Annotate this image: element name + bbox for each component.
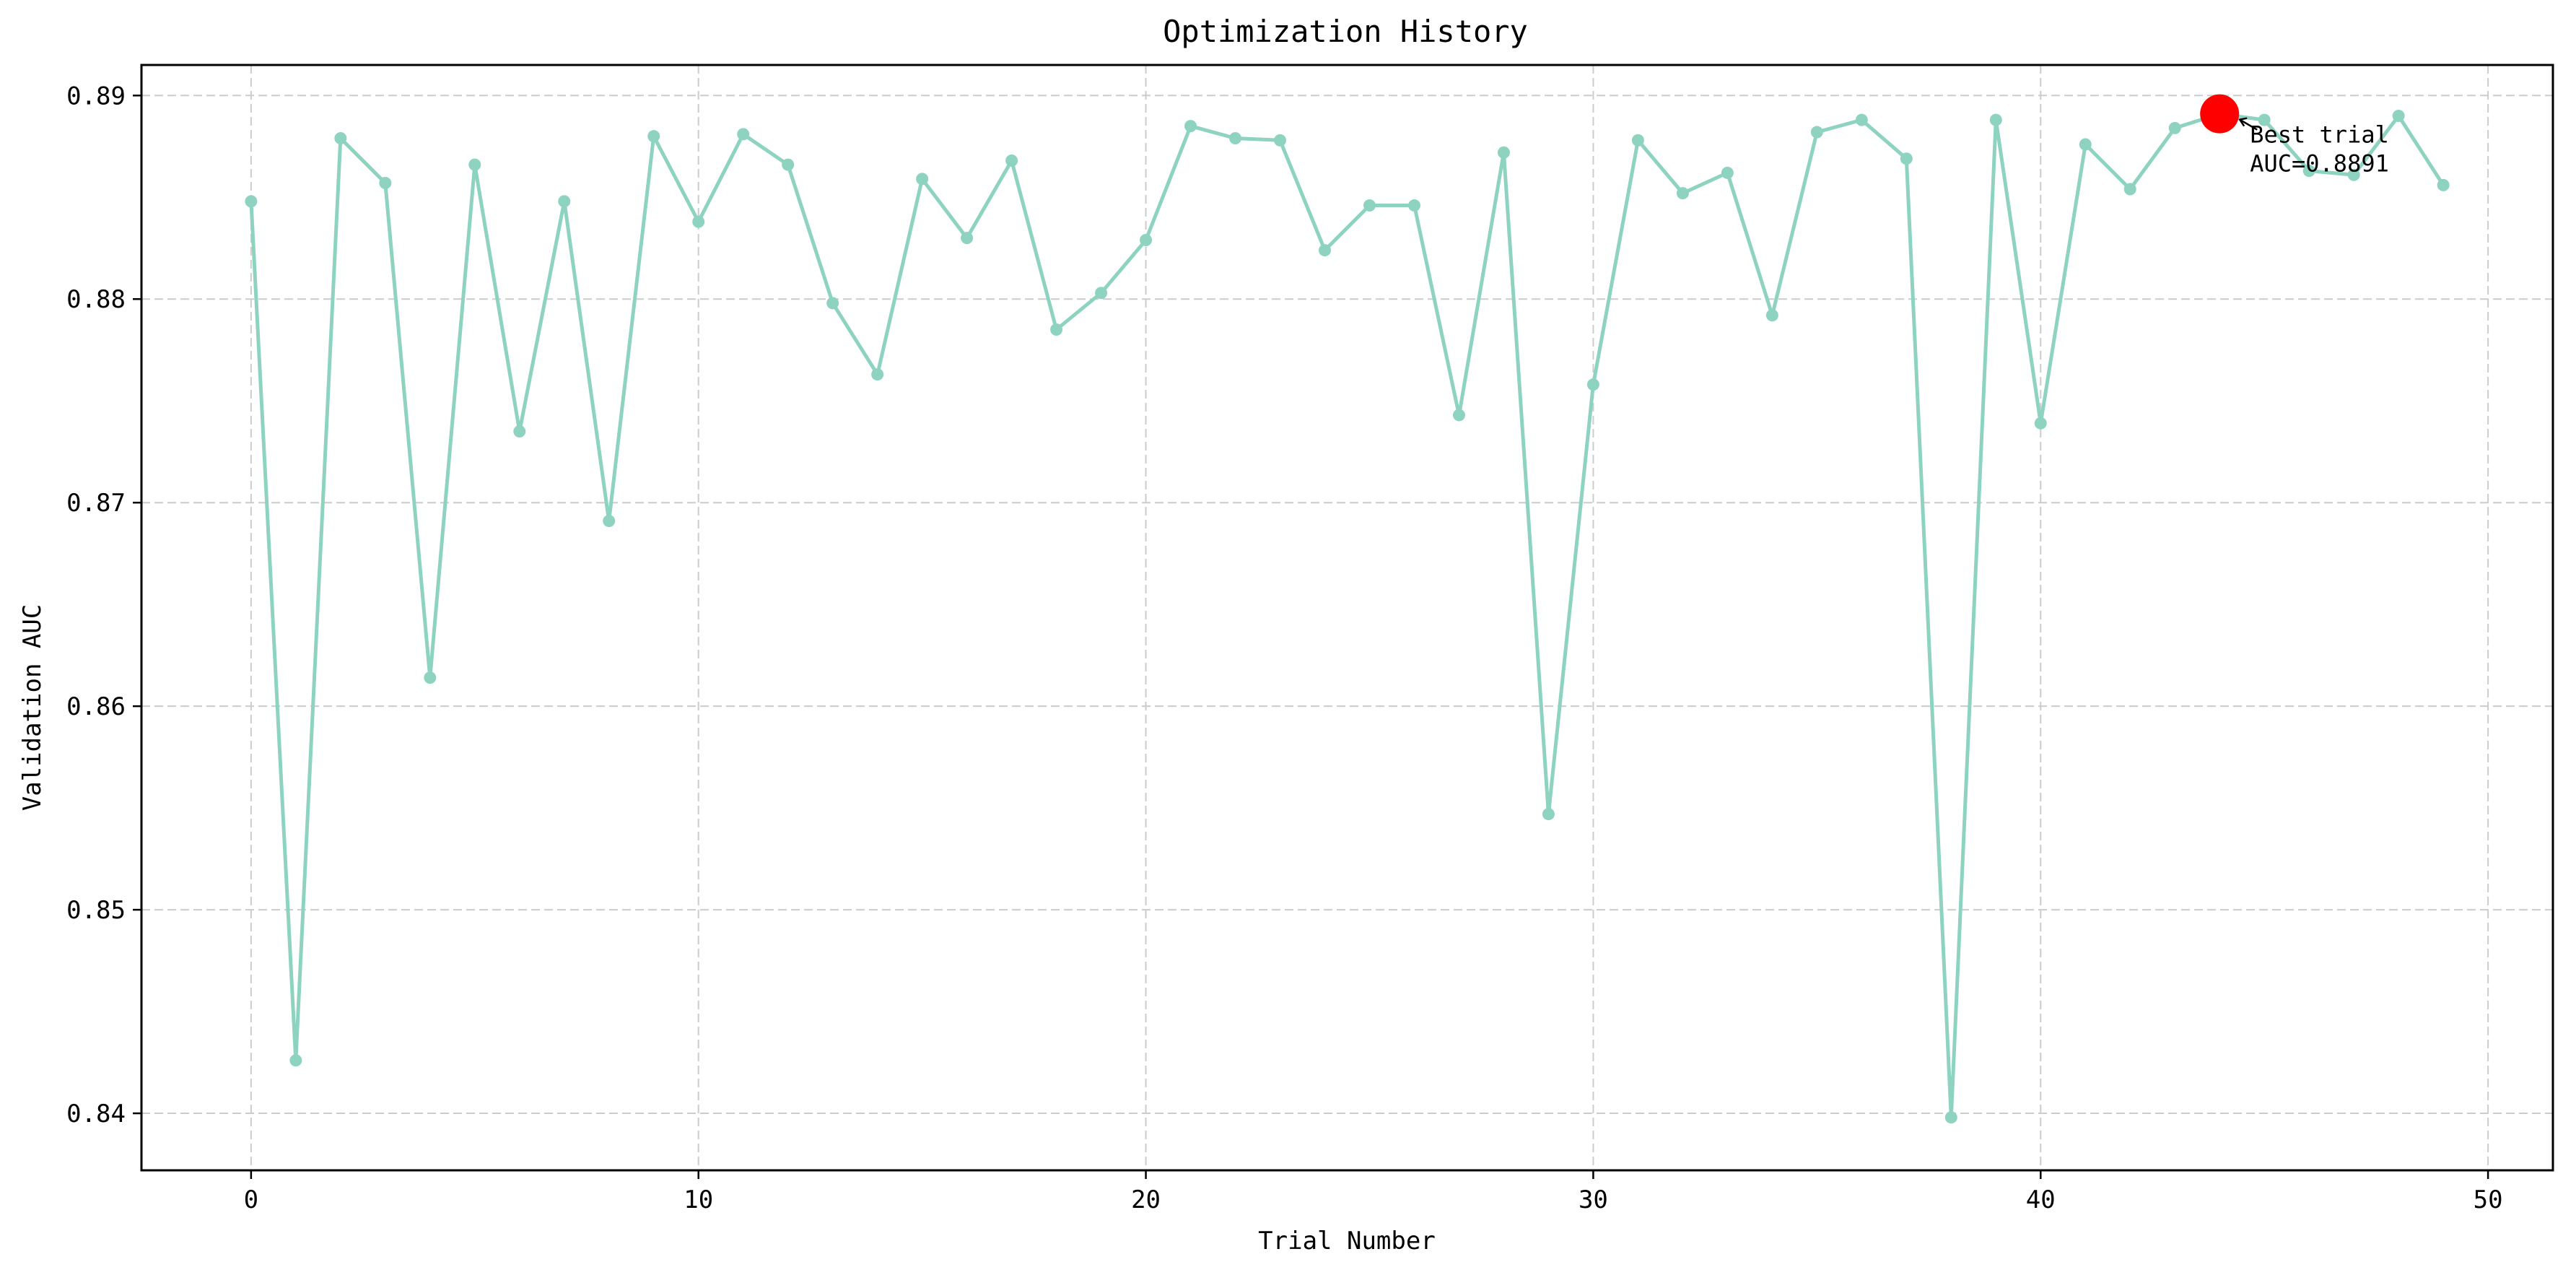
data-point	[1452, 409, 1465, 422]
data-point	[334, 132, 347, 145]
chart-title: Optimization History	[1163, 14, 1528, 49]
data-point	[1810, 126, 1823, 139]
data-point	[2347, 168, 2360, 181]
x-tick-label: 30	[1579, 1185, 1608, 1214]
data-point	[424, 671, 437, 684]
data-point	[871, 368, 884, 381]
data-point	[1363, 199, 1376, 212]
data-point	[961, 232, 974, 245]
data-point	[692, 215, 705, 228]
y-axis: 0.84 0.85 0.86 0.87 0.88 0.89	[66, 82, 141, 1128]
y-tick-label: 0.87	[66, 489, 126, 518]
data-point	[1631, 134, 1644, 147]
plot-frame	[140, 64, 2554, 1172]
y-tick-label: 0.85	[66, 896, 126, 925]
data-point	[1586, 378, 1599, 391]
data-point	[2258, 113, 2271, 126]
series-line	[249, 112, 2445, 1120]
data-point	[1989, 113, 2002, 126]
data-point	[1676, 187, 1689, 200]
data-point	[1050, 323, 1063, 336]
x-axis-label: Trial Number	[1258, 1227, 1436, 1256]
data-point	[1229, 132, 1242, 145]
x-tick-label: 40	[2026, 1185, 2056, 1214]
data-point	[2168, 121, 2181, 134]
data-point	[1319, 244, 1332, 257]
y-tick-label: 0.89	[66, 82, 126, 110]
data-point	[379, 177, 392, 190]
data-point	[513, 425, 526, 438]
data-point	[2437, 178, 2450, 191]
best-trial-auc-label: AUC=0.8891	[2250, 150, 2389, 178]
data-point	[782, 158, 795, 171]
x-tick-label: 20	[1131, 1185, 1161, 1214]
data-point	[2034, 417, 2047, 430]
data-point	[1855, 113, 1868, 126]
series-layer	[245, 108, 2450, 1124]
data-point	[916, 173, 929, 186]
x-axis: 0 10 20 30 40 50	[244, 1170, 2503, 1214]
data-point	[2302, 165, 2315, 178]
data-point	[1407, 199, 1420, 212]
x-tick-label: 0	[244, 1185, 258, 1214]
data-point	[1140, 233, 1153, 246]
data-point	[558, 195, 571, 208]
data-point	[1274, 134, 1287, 147]
grid-layer	[141, 65, 2553, 1170]
x-tick-label: 10	[684, 1185, 713, 1214]
data-point	[2392, 109, 2405, 122]
data-point	[826, 297, 839, 310]
y-tick-label: 0.86	[66, 692, 126, 721]
data-point	[1944, 1111, 1957, 1124]
data-point	[2079, 138, 2092, 151]
data-point	[1005, 155, 1018, 167]
best-trial-label: Best trial	[2250, 121, 2389, 149]
data-point	[1721, 166, 1734, 179]
data-point	[1900, 152, 1913, 165]
best-trial-marker	[2200, 94, 2240, 134]
data-point	[1184, 120, 1197, 133]
data-point	[1542, 808, 1555, 821]
annotation-arrow-shaft	[2239, 118, 2258, 131]
y-tick-label: 0.84	[66, 1100, 126, 1128]
annotation-arrow-head	[2238, 117, 2248, 127]
y-axis-label: Validation AUC	[18, 604, 47, 811]
data-point	[647, 130, 660, 143]
data-point	[289, 1054, 302, 1067]
data-point	[603, 515, 616, 528]
y-tick-label: 0.88	[66, 285, 126, 314]
data-point	[468, 158, 481, 171]
data-point	[1497, 146, 1510, 159]
data-point	[2123, 183, 2136, 196]
data-point	[1095, 287, 1108, 300]
data-point	[1765, 309, 1778, 322]
data-point	[737, 128, 750, 141]
data-point	[245, 195, 258, 208]
x-tick-label: 50	[2474, 1185, 2503, 1214]
